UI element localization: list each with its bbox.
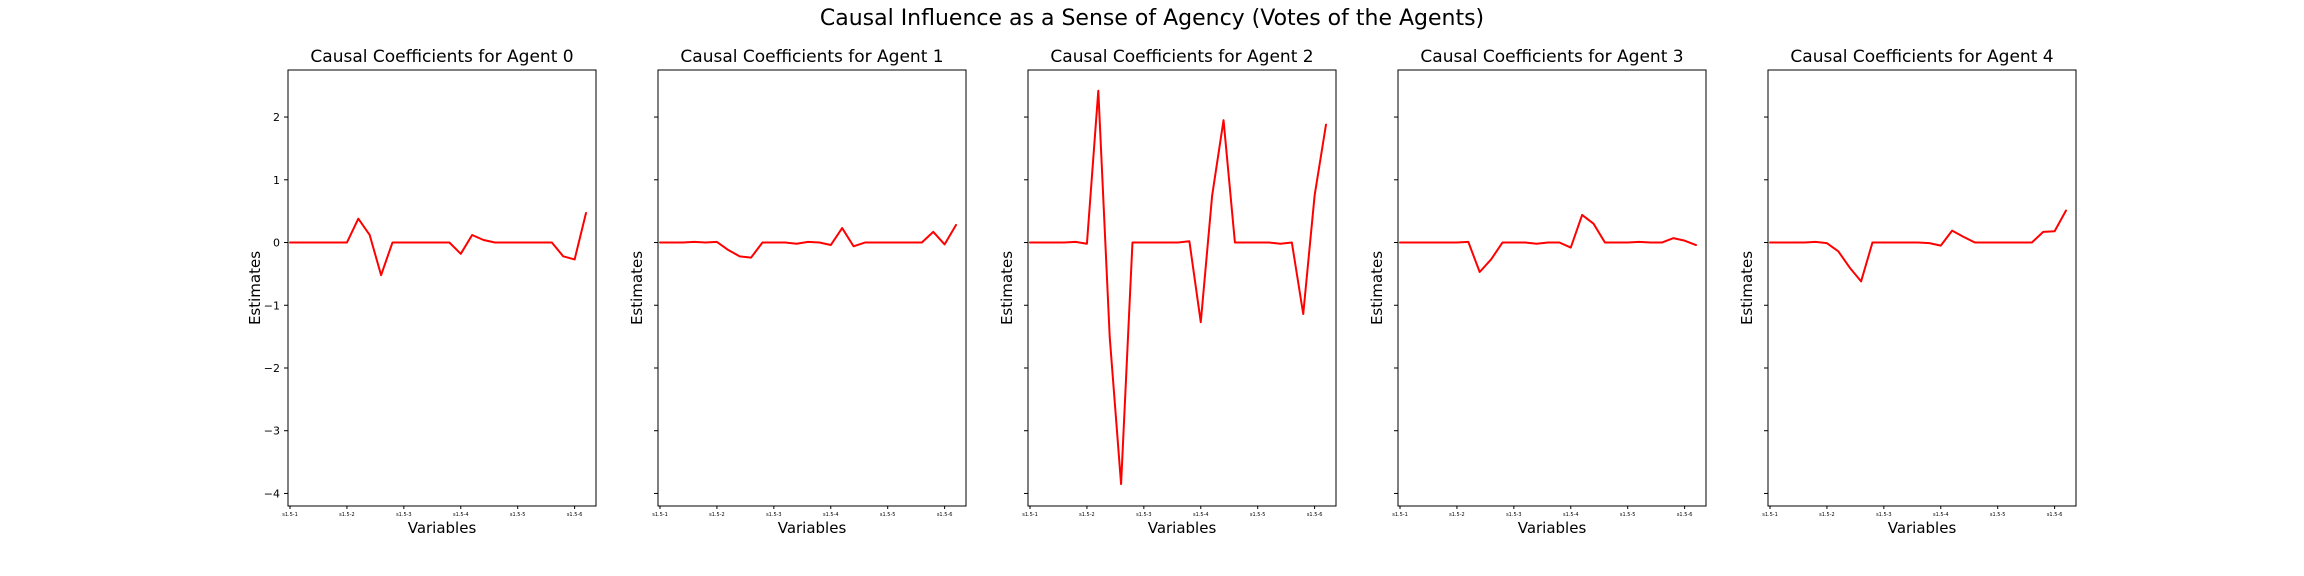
chart-panel-agent-1: Causal Coefficients for Agent 1 s1.5-1 s1.…: [628, 47, 967, 537]
panel-title: Causal Coefficients for Agent 4: [1790, 47, 2053, 67]
ytick-label: −3: [264, 425, 280, 438]
xtick-label: s1.5-2: [1079, 512, 1095, 518]
chart-panel-agent-2: Causal Coefficients for Agent 2 s1.5-1 s1.…: [998, 47, 1337, 537]
x-axis-label: Variables: [778, 519, 847, 537]
xtick-label: s1.5-1: [652, 512, 668, 518]
chart-panel-agent-0: Causal Coefficients for Agent 0 2 1 0 −1 −2 −3…: [246, 47, 597, 537]
panel-title: Causal Coefficients for Agent 3: [1420, 47, 1683, 67]
chart-panel-agent-4: Causal Coefficients for Agent 4 s1.5-1 s1.…: [1738, 47, 2077, 537]
chart-panel-agent-3: Causal Coefficients for Agent 3 s1.5-1 s1.…: [1368, 47, 1707, 537]
y-axis-label: Estimates: [1738, 251, 1756, 325]
xtick-label: s1.5-2: [1449, 512, 1465, 518]
ytick-label: −1: [264, 299, 280, 312]
ytick-label: 0: [273, 237, 280, 250]
ytick-label: −2: [264, 362, 280, 375]
y-axis-label: Estimates: [1368, 251, 1386, 325]
plot-frame: [287, 69, 597, 507]
xtick-label: s1.5-2: [709, 512, 725, 518]
xtick-label: s1.5-3: [396, 512, 412, 518]
xtick-label: s1.5-1: [1392, 512, 1408, 518]
xtick-label: s1.5-5: [1250, 512, 1266, 518]
xtick-label: s1.5-1: [282, 512, 298, 518]
xtick-label: s1.5-4: [823, 512, 839, 518]
xtick-label: s1.5-1: [1762, 512, 1778, 518]
xtick-label: s1.5-4: [453, 512, 469, 518]
xtick-label: s1.5-2: [339, 512, 355, 518]
panel-title: Causal Coefficients for Agent 0: [310, 47, 573, 67]
xtick-label: s1.5-1: [1022, 512, 1038, 518]
panel-title: Causal Coefficients for Agent 1: [680, 47, 943, 67]
xtick-label: s1.5-3: [766, 512, 782, 518]
series-line: [289, 212, 587, 277]
ytick-label: 1: [273, 174, 280, 187]
xtick-label: s1.5-5: [880, 512, 896, 518]
x-axis-label: Variables: [1148, 519, 1217, 537]
xtick-label: s1.5-6: [567, 512, 583, 518]
y-axis-label: Estimates: [998, 251, 1016, 325]
x-axis-label: Variables: [408, 519, 477, 537]
xtick-label: s1.5-5: [1620, 512, 1636, 518]
xtick-label: s1.5-6: [2047, 512, 2063, 518]
panel-title: Causal Coefficients for Agent 2: [1050, 47, 1313, 67]
series-line: [1029, 89, 1327, 486]
xtick-label: s1.5-6: [937, 512, 953, 518]
xtick-label: s1.5-6: [1307, 512, 1323, 518]
xtick-label: s1.5-3: [1876, 512, 1892, 518]
xtick-label: s1.5-2: [1819, 512, 1835, 518]
x-axis-label: Variables: [1518, 519, 1587, 537]
xtick-label: s1.5-3: [1136, 512, 1152, 518]
plot-frame: [657, 69, 967, 507]
plot-frame: [1767, 69, 2077, 507]
xtick-label: s1.5-5: [1990, 512, 2006, 518]
xtick-label: s1.5-3: [1506, 512, 1522, 518]
figure-title: Causal Influence as a Sense of Agency (V…: [819, 6, 1485, 31]
x-axis-label: Variables: [1888, 519, 1957, 537]
xtick-label: s1.5-5: [510, 512, 526, 518]
series-line: [659, 223, 957, 259]
xtick-label: s1.5-4: [1193, 512, 1209, 518]
xtick-label: s1.5-4: [1933, 512, 1949, 518]
xtick-label: s1.5-4: [1563, 512, 1579, 518]
y-axis-label: Estimates: [246, 251, 264, 325]
series-line: [1399, 213, 1697, 273]
plot-frame: [1027, 69, 1337, 507]
series-line: [1769, 209, 2067, 283]
ytick-label: 2: [273, 111, 280, 124]
ytick-label: −4: [264, 487, 280, 500]
plot-frame: [1397, 69, 1707, 507]
y-axis-label: Estimates: [628, 251, 646, 325]
xtick-label: s1.5-6: [1677, 512, 1693, 518]
